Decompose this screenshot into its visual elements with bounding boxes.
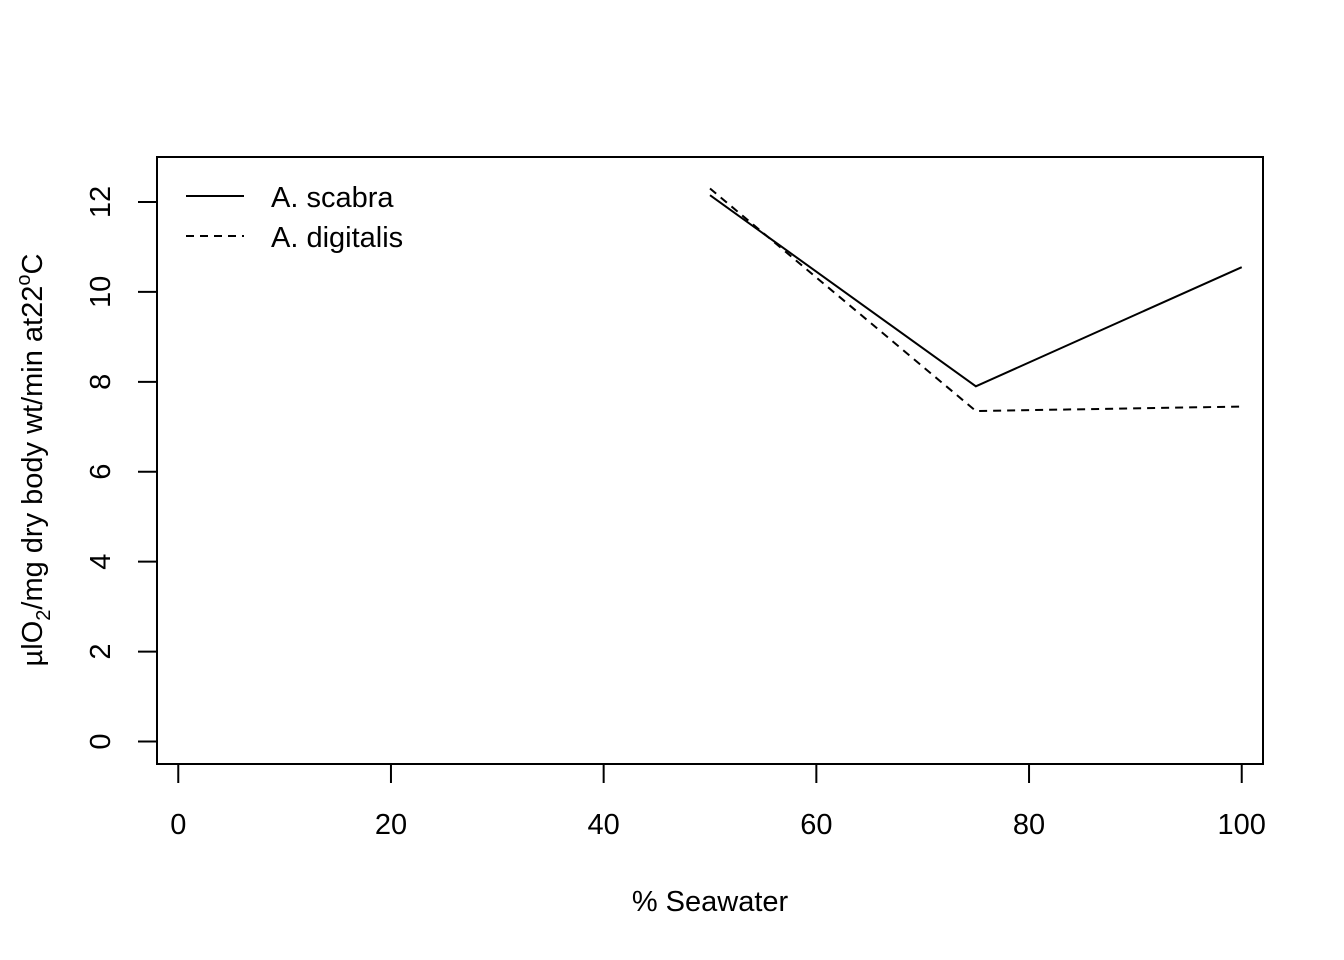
legend-label-a-scabra: A. scabra [271,182,394,214]
y-axis: 0 2 4 6 8 10 12 [85,186,158,750]
series-layer [709,187,1243,413]
y-tick-label: 2 [85,644,117,660]
y-axis-label: µlO2/mg dry body wt/min at22oC [13,254,55,667]
y-tick-label: 4 [85,554,117,570]
x-tick-label: 60 [800,809,832,841]
x-tick-label: 100 [1218,809,1266,841]
x-tick-label: 80 [1013,809,1045,841]
y-tick-label: 6 [85,464,117,480]
series-line-a-scabra [709,194,1243,388]
y-tick-label: 8 [85,374,117,390]
x-tick-label: 40 [588,809,620,841]
legend: A. scabra A. digitalis [186,182,403,254]
y-tick-label: 10 [85,276,117,308]
series-line-a-digitalis [709,187,1242,413]
y-tick-label: 0 [85,733,117,749]
x-axis: 0 20 40 60 80 100 [170,763,1266,841]
x-tick-label: 20 [375,809,407,841]
x-tick-label: 0 [170,809,186,841]
legend-label-a-digitalis: A. digitalis [271,222,403,254]
x-axis-label: % Seawater [632,886,789,918]
y-tick-label: 12 [85,186,117,218]
